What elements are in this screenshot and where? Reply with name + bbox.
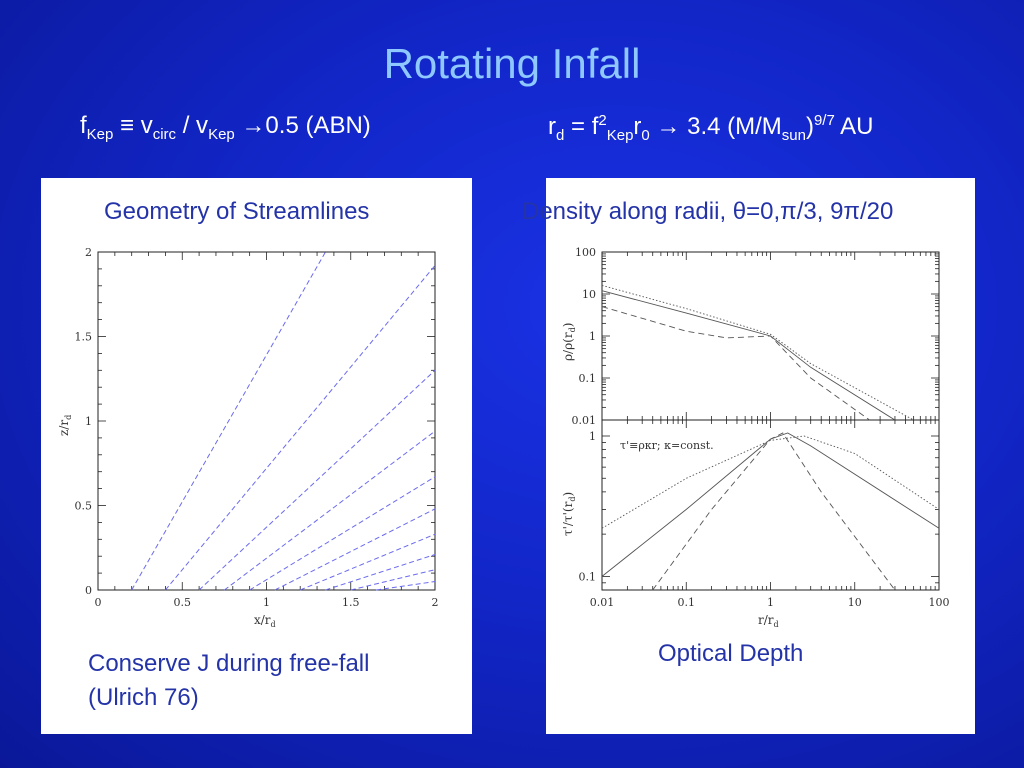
y-tick-label: 0.5 bbox=[75, 500, 93, 513]
streamline-plot: 0 0.5 1 1.5 2 0 0.5 1 1.5 2 x/rd z/rd bbox=[57, 246, 439, 629]
density-curve-solid bbox=[601, 290, 896, 421]
tau-ytick-label: 1 bbox=[589, 430, 596, 443]
streamline bbox=[350, 569, 436, 591]
streamline bbox=[325, 554, 436, 591]
radius-xtick-label: 1 bbox=[767, 596, 774, 609]
x-tick-label: 0.5 bbox=[174, 596, 192, 609]
tau-curve-solid bbox=[601, 432, 940, 577]
streamline-frame bbox=[97, 251, 436, 591]
x-tick-label: 2 bbox=[432, 596, 439, 609]
formula-fkep: fKep ≡ vcirc / vKep →0.5 (ABN) bbox=[80, 112, 371, 143]
tau-ytick-label: 0.1 bbox=[579, 570, 597, 583]
density-curve-dotted bbox=[601, 284, 914, 421]
density-ytick-label: 1 bbox=[589, 330, 596, 343]
density-ytick-label: 0.1 bbox=[579, 372, 597, 385]
streamline bbox=[198, 369, 436, 591]
y-tick-label: 1 bbox=[85, 415, 92, 428]
tau-curve-dotted bbox=[601, 435, 940, 529]
streamline bbox=[274, 508, 436, 591]
streamline-ylabel: z/rd bbox=[57, 415, 73, 436]
density-ytick-label: 10 bbox=[582, 288, 596, 301]
conserve-j-caption: Conserve J during free-fall bbox=[88, 650, 370, 677]
streamline bbox=[224, 430, 436, 591]
density-ytick-label: 0.01 bbox=[572, 414, 597, 427]
formula-rd: rd = f2Kepr0 → 3.4 (M/Msun)9/7 AU bbox=[548, 112, 874, 144]
streamline bbox=[375, 581, 436, 591]
density-caption: Density along radii, θ=0,π/3, 9π/20 bbox=[522, 198, 894, 225]
streamline-lines bbox=[131, 251, 436, 591]
radius-xtick-label: 100 bbox=[929, 596, 950, 609]
streamline bbox=[131, 251, 326, 591]
density-curve-dashed bbox=[601, 306, 870, 421]
tau-annotation: τ'≡ρκr; κ=const. bbox=[620, 439, 714, 452]
streamline-ticks bbox=[97, 251, 436, 591]
streamline bbox=[249, 476, 436, 591]
streamline-xlabel: x/rd bbox=[254, 613, 276, 629]
density-ytick-label: 100 bbox=[575, 246, 596, 259]
streamline-caption: Geometry of Streamlines bbox=[104, 198, 370, 225]
y-tick-label: 0 bbox=[85, 584, 92, 597]
streamline-panel: Geometry of Streamlines 0 0.5 1 1.5 2 0 0.5 1 1… bbox=[41, 178, 472, 734]
radius-xtick-label: 10 bbox=[848, 596, 862, 609]
optical-depth-curves bbox=[601, 432, 940, 591]
streamline bbox=[300, 533, 436, 591]
slide-title: Rotating Infall bbox=[383, 40, 641, 87]
streamline-xtick-labels: 0 0.5 1 1.5 2 bbox=[95, 596, 439, 609]
density-ylabel: ρ/ρ(rd) bbox=[561, 323, 577, 361]
density-plot: 100 10 1 0.1 0.01 1 0.1 0.01 0.1 1 10 100 τ'≡ρκr; κ… bbox=[561, 246, 950, 629]
radius-xlabel: r/rd bbox=[758, 613, 779, 629]
y-tick-label: 1.5 bbox=[75, 331, 93, 344]
streamline-ytick-labels: 0 0.5 1 1.5 2 bbox=[75, 246, 93, 597]
density-curves bbox=[601, 284, 914, 421]
density-panel: 100 10 1 0.1 0.01 1 0.1 0.01 0.1 1 10 100 τ'≡ρκr; κ… bbox=[522, 178, 975, 734]
tau-ylabel: τ'/τ'(rd) bbox=[561, 492, 577, 536]
optical-depth-caption: Optical Depth bbox=[658, 640, 804, 667]
tau-curve-dashed bbox=[652, 432, 896, 591]
ulrich-citation: (Ulrich 76) bbox=[88, 684, 199, 711]
radius-xtick-label: 0.01 bbox=[590, 596, 615, 609]
x-tick-label: 1 bbox=[263, 596, 270, 609]
radius-xtick-label: 0.1 bbox=[678, 596, 696, 609]
x-tick-label: 0 bbox=[95, 596, 102, 609]
streamline bbox=[165, 265, 436, 591]
y-tick-label: 2 bbox=[85, 246, 92, 259]
density-ticks bbox=[601, 252, 939, 591]
x-tick-label: 1.5 bbox=[342, 596, 360, 609]
density-tick-labels: 100 10 1 0.1 0.01 1 0.1 0.01 0.1 1 10 100 bbox=[572, 246, 950, 609]
